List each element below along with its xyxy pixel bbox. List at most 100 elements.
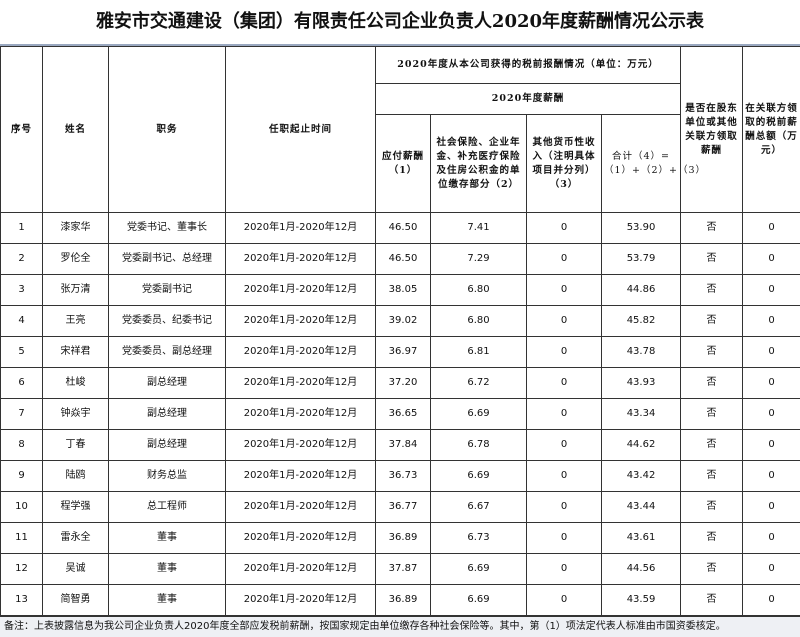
header-c1: 应付薪酬（1） (376, 115, 431, 213)
cell-payable: 36.97 (376, 337, 431, 368)
cell-tenure: 2020年1月-2020年12月 (226, 523, 376, 554)
cell-related-amount: 0 (743, 523, 800, 554)
cell-related-flag: 否 (681, 430, 743, 461)
header-c3: 其他货币性收入（注明具体项目并分列）（3） (527, 115, 602, 213)
header-subgroup: 2020年度薪酬 (376, 84, 681, 115)
cell-seq: 8 (1, 430, 43, 461)
cell-seq: 13 (1, 585, 43, 616)
cell-payable: 36.65 (376, 399, 431, 430)
cell-related-amount: 0 (743, 244, 800, 275)
cell-seq: 10 (1, 492, 43, 523)
cell-payable: 36.73 (376, 461, 431, 492)
cell-social-insurance: 6.73 (431, 523, 527, 554)
cell-tenure: 2020年1月-2020年12月 (226, 461, 376, 492)
cell-other-income: 0 (527, 461, 602, 492)
cell-social-insurance: 6.69 (431, 461, 527, 492)
cell-position: 副总经理 (109, 399, 226, 430)
cell-name: 宋祥君 (43, 337, 109, 368)
cell-payable: 37.84 (376, 430, 431, 461)
cell-name: 罗伦全 (43, 244, 109, 275)
cell-seq: 11 (1, 523, 43, 554)
cell-seq: 3 (1, 275, 43, 306)
cell-other-income: 0 (527, 492, 602, 523)
cell-total: 53.90 (602, 213, 681, 244)
cell-related-amount: 0 (743, 430, 800, 461)
cell-tenure: 2020年1月-2020年12月 (226, 399, 376, 430)
cell-position: 党委委员、副总经理 (109, 337, 226, 368)
cell-tenure: 2020年1月-2020年12月 (226, 554, 376, 585)
cell-other-income: 0 (527, 523, 602, 554)
cell-position: 总工程师 (109, 492, 226, 523)
cell-position: 财务总监 (109, 461, 226, 492)
cell-seq: 2 (1, 244, 43, 275)
cell-total: 43.93 (602, 368, 681, 399)
cell-seq: 9 (1, 461, 43, 492)
cell-total: 43.59 (602, 585, 681, 616)
cell-related-amount: 0 (743, 213, 800, 244)
cell-total: 45.82 (602, 306, 681, 337)
cell-total: 44.62 (602, 430, 681, 461)
cell-tenure: 2020年1月-2020年12月 (226, 337, 376, 368)
cell-social-insurance: 6.69 (431, 399, 527, 430)
cell-social-insurance: 6.69 (431, 554, 527, 585)
cell-payable: 36.89 (376, 523, 431, 554)
cell-other-income: 0 (527, 306, 602, 337)
cell-payable: 36.89 (376, 585, 431, 616)
cell-position: 党委副书记 (109, 275, 226, 306)
cell-related-flag: 否 (681, 523, 743, 554)
cell-social-insurance: 6.80 (431, 306, 527, 337)
cell-total: 43.78 (602, 337, 681, 368)
cell-position: 党委副书记、总经理 (109, 244, 226, 275)
cell-total: 43.61 (602, 523, 681, 554)
header-group: 2020年度从本公司获得的税前报酬情况（单位：万元） (376, 47, 681, 84)
cell-name: 雷永全 (43, 523, 109, 554)
cell-position: 董事 (109, 554, 226, 585)
cell-related-flag: 否 (681, 492, 743, 523)
cell-tenure: 2020年1月-2020年12月 (226, 368, 376, 399)
cell-total: 43.44 (602, 492, 681, 523)
cell-tenure: 2020年1月-2020年12月 (226, 306, 376, 337)
cell-related-flag: 否 (681, 399, 743, 430)
cell-payable: 38.05 (376, 275, 431, 306)
cell-tenure: 2020年1月-2020年12月 (226, 275, 376, 306)
cell-tenure: 2020年1月-2020年12月 (226, 492, 376, 523)
cell-position: 董事 (109, 585, 226, 616)
header-c4: 合计（4）=（1）+（2）+（3） (602, 115, 681, 213)
cell-payable: 37.87 (376, 554, 431, 585)
cell-other-income: 0 (527, 275, 602, 306)
cell-tenure: 2020年1月-2020年12月 (226, 585, 376, 616)
cell-related-amount: 0 (743, 461, 800, 492)
cell-other-income: 0 (527, 244, 602, 275)
cell-payable: 36.77 (376, 492, 431, 523)
cell-related-flag: 否 (681, 585, 743, 616)
cell-social-insurance: 7.41 (431, 213, 527, 244)
cell-related-flag: 否 (681, 275, 743, 306)
cell-other-income: 0 (527, 368, 602, 399)
cell-social-insurance: 6.69 (431, 585, 527, 616)
cell-total: 43.42 (602, 461, 681, 492)
header-c2: 社会保险、企业年金、补充医疗保险及住房公积金的单位缴存部分（2） (431, 115, 527, 213)
cell-payable: 37.20 (376, 368, 431, 399)
cell-seq: 12 (1, 554, 43, 585)
cell-payable: 46.50 (376, 244, 431, 275)
cell-other-income: 0 (527, 554, 602, 585)
cell-related-flag: 否 (681, 337, 743, 368)
cell-related-flag: 否 (681, 306, 743, 337)
cell-social-insurance: 6.81 (431, 337, 527, 368)
cell-total: 53.79 (602, 244, 681, 275)
cell-total: 44.86 (602, 275, 681, 306)
header-seq: 序号 (1, 47, 43, 213)
cell-seq: 5 (1, 337, 43, 368)
cell-related-flag: 否 (681, 461, 743, 492)
cell-name: 简智勇 (43, 585, 109, 616)
